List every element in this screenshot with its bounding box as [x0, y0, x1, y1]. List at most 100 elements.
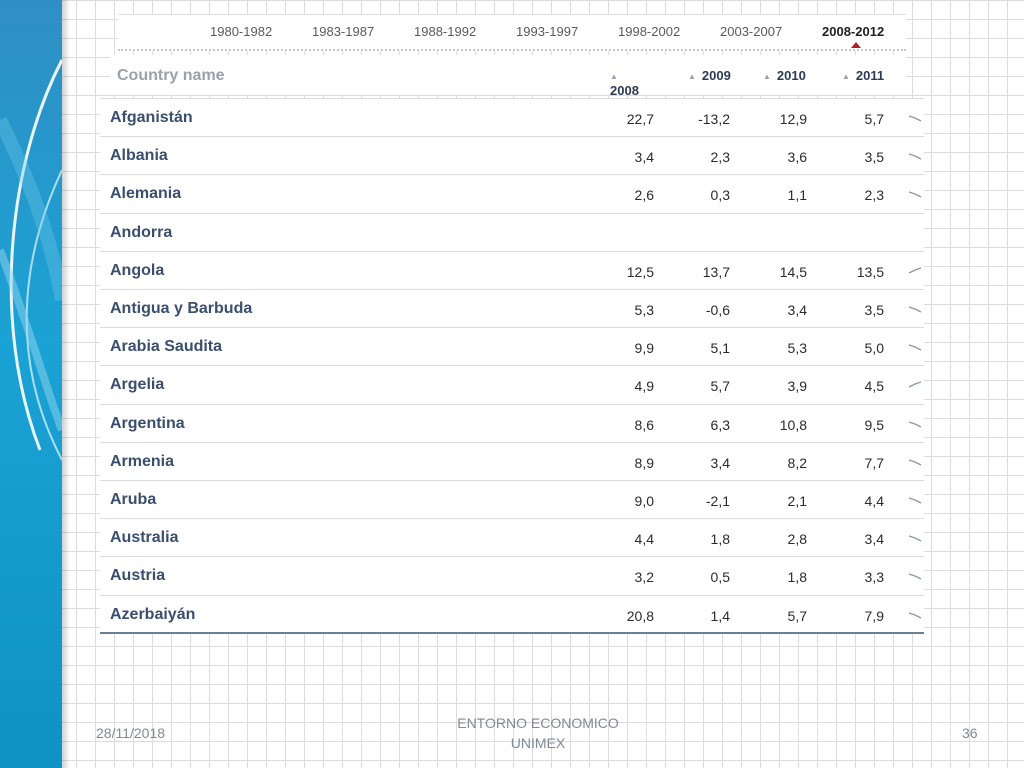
active-tab-marker — [851, 42, 861, 48]
value-cell-2008: 12,5 — [626, 263, 654, 280]
value-cell-2010: 5,7 — [787, 607, 807, 624]
value-cell-2008: 4,9 — [634, 378, 654, 395]
value-cell-2010: 10,8 — [779, 416, 807, 433]
country-name[interactable]: Austria — [110, 567, 166, 585]
country-name[interactable]: Arabia Saudita — [110, 338, 223, 356]
swoosh-graphic — [0, 59, 62, 461]
period-tabs: 1980-1982 1983-1987 1988-1992 1993-1997 … — [118, 14, 906, 51]
footer-page-number: 36 — [962, 725, 978, 741]
country-name[interactable]: Argelia — [110, 376, 165, 394]
value-cell-2011: 9,5 — [864, 416, 884, 433]
table-header: Country name ▲ 2008 ▲ 2009 ▲ 2010 ▲ 2011 — [110, 55, 906, 98]
value-cell-2009: 3,4 — [710, 454, 730, 471]
value-cell-2011: 3,3 — [864, 569, 884, 586]
value-cell-2009: 1,8 — [710, 531, 730, 548]
value-cell-2008: 9,0 — [634, 493, 654, 509]
value-cell-2010: 3,4 — [787, 302, 807, 318]
table-row[interactable]: Antigua y Barbuda 5,3 -0,6 3,4 3,5 — [100, 289, 924, 328]
sort-icon: ▲ — [688, 72, 696, 81]
value-cell-2011: 3,5 — [864, 302, 884, 318]
country-name[interactable]: Alemania — [110, 185, 182, 203]
value-cell-2009: 5,1 — [710, 340, 730, 357]
value-cell-2009: 13,7 — [702, 263, 730, 280]
value-cell-2011: 5,0 — [864, 340, 884, 357]
value-cell-2009: 2,3 — [710, 149, 730, 166]
value-cell-2008: 22,7 — [626, 111, 654, 127]
value-cell-2010: 3,6 — [787, 149, 807, 166]
tab-1980-1982[interactable]: 1980-1982 — [210, 24, 273, 39]
table-row[interactable]: Armenia 8,9 3,4 8,2 7,7 — [100, 441, 924, 481]
value-cell-2011: 5,7 — [864, 111, 884, 127]
value-cell-2011: 2,3 — [864, 187, 884, 204]
tab-1993-1997[interactable]: 1993-1997 — [516, 24, 579, 39]
year-header-2010[interactable]: ▲ 2010 — [763, 68, 806, 83]
value-cell-2009: 1,4 — [710, 607, 730, 624]
value-cell-2011: 4,5 — [864, 378, 884, 395]
tab-2008-2012[interactable]: 2008-2012 — [822, 24, 885, 39]
tab-1983-1987[interactable]: 1983-1987 — [312, 24, 375, 39]
band-shadow — [62, 0, 70, 768]
value-cell-2008: 3,4 — [634, 149, 654, 166]
value-cell-2009: -13,2 — [698, 111, 730, 127]
value-cell-2010: 8,2 — [787, 454, 807, 471]
sparkline-icon — [908, 153, 922, 160]
value-cell-2008: 8,6 — [634, 416, 654, 433]
country-name[interactable]: Australia — [110, 529, 179, 547]
country-name[interactable]: Antigua y Barbuda — [110, 300, 253, 317]
value-cell-2010: 2,8 — [787, 531, 807, 548]
table-row[interactable]: Australia 4,4 1,8 2,8 3,4 — [100, 518, 924, 557]
value-cell-2009: 0,5 — [710, 569, 730, 586]
sparkline-icon — [908, 459, 922, 466]
data-table: Afganistán 22,7 -13,2 12,9 5,7 Albania 3,4 2,3 3… — [100, 98, 924, 634]
sparkline-icon — [908, 191, 922, 198]
value-cell-2011: 3,4 — [864, 531, 884, 548]
value-cell-2011: 4,4 — [864, 493, 884, 509]
table-row[interactable]: Austria 3,2 0,5 1,8 3,3 — [100, 556, 924, 595]
tab-2003-2007[interactable]: 2003-2007 — [720, 24, 783, 39]
value-cell-2011: 13,5 — [856, 263, 884, 280]
value-cell-2008: 3,2 — [634, 569, 654, 586]
table-row[interactable]: Aruba 9,0 -2,1 2,1 4,4 — [100, 480, 924, 519]
value-cell-2011: 7,9 — [864, 607, 884, 624]
country-name[interactable]: Angola — [110, 261, 165, 279]
country-name-header[interactable]: Country name — [117, 67, 225, 84]
country-name[interactable]: Andorra — [110, 223, 173, 241]
value-cell-2010: 3,9 — [787, 378, 807, 395]
country-name[interactable]: Azerbaiyán — [110, 605, 196, 623]
country-name[interactable]: Argentina — [110, 414, 185, 432]
table-row[interactable]: Arabia Saudita 9,9 5,1 5,3 5,0 — [100, 327, 924, 366]
table-row[interactable]: Angola 12,5 13,7 14,5 13,5 — [100, 250, 924, 290]
table-row[interactable]: Albania 3,4 2,3 3,6 3,5 — [100, 136, 924, 175]
table-row[interactable]: Alemania 2,6 0,3 1,1 2,3 — [100, 174, 924, 213]
table-row[interactable]: Argelia 4,9 5,7 3,9 4,5 — [100, 365, 924, 404]
year-header-2008[interactable]: ▲ 2008 — [610, 72, 639, 98]
value-cell-2009: -0,6 — [705, 302, 730, 318]
value-cell-2011: 7,7 — [864, 454, 884, 471]
year-header-2011[interactable]: ▲ 2011 — [842, 68, 885, 83]
country-name[interactable]: Albania — [110, 147, 168, 165]
tab-1998-2002[interactable]: 1998-2002 — [618, 24, 681, 39]
table-row[interactable]: Azerbaiyán 20,8 1,4 5,7 7,9 — [100, 594, 924, 634]
value-cell-2008: 8,9 — [634, 454, 654, 471]
value-cell-2009: -2,1 — [705, 493, 730, 509]
value-cell-2009: 6,3 — [710, 416, 730, 433]
footer-title: ENTORNO ECONOMICO UNIMEX — [438, 713, 638, 753]
table-row[interactable]: Argentina 8,6 6,3 10,8 9,5 — [100, 403, 924, 443]
sparkline-icon — [908, 497, 922, 504]
footer-date: 28/11/2018 — [96, 725, 166, 741]
country-name[interactable]: Aruba — [110, 491, 157, 508]
sparkline-icon — [908, 306, 922, 313]
footer-title-line1: ENTORNO ECONOMICO — [457, 715, 619, 731]
country-name[interactable]: Afganistán — [110, 109, 193, 126]
value-cell-2008: 9,9 — [634, 340, 654, 357]
table-row[interactable]: Andorra — [100, 212, 924, 252]
tab-1988-1992[interactable]: 1988-1992 — [414, 24, 477, 39]
sparkline-icon — [908, 573, 922, 580]
value-cell-2010: 5,3 — [787, 340, 807, 357]
year-header-2009[interactable]: ▲ 2009 — [688, 68, 731, 83]
sparkline-icon — [908, 115, 922, 122]
country-name[interactable]: Armenia — [110, 452, 175, 470]
table-row[interactable]: Afganistán 22,7 -13,2 12,9 5,7 — [100, 98, 924, 137]
value-cell-2010: 14,5 — [779, 263, 807, 280]
value-cell-2010: 1,8 — [787, 569, 807, 586]
